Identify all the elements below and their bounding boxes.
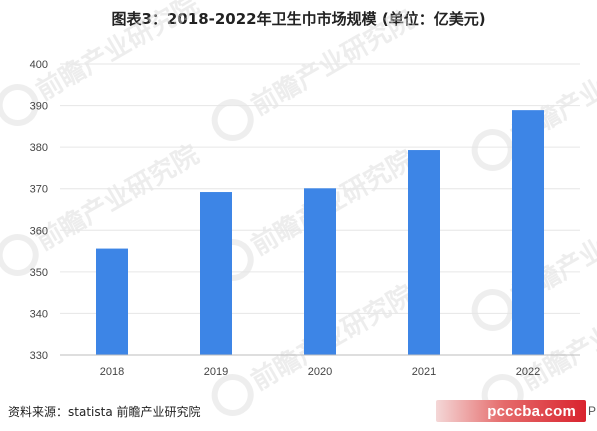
watermark-1: 前瞻产业研究院	[211, 4, 419, 141]
x-tick-label: 2019	[204, 366, 228, 378]
x-tick-label: 2018	[100, 366, 124, 378]
watermark-logo-icon	[211, 99, 254, 141]
bar-2018	[96, 248, 128, 355]
chart-title: 图表3：2018-2022年卫生巾市场规模 (单位：亿美元)	[111, 10, 486, 28]
bar-2020	[304, 188, 336, 355]
source-line: 资料来源：statista 前瞻产业研究院	[8, 403, 201, 420]
watermark-logo-icon	[471, 289, 514, 331]
watermark-text: 前瞻产业研究院	[31, 0, 204, 107]
y-tick-label: 390	[30, 101, 48, 113]
x-tick-label: 2020	[308, 366, 332, 378]
watermark-text: 前瞻产业研究院	[31, 139, 204, 257]
bar-2019	[200, 192, 232, 355]
y-tick-label: 380	[30, 142, 48, 154]
y-tick-label: 370	[30, 184, 48, 196]
x-tick-label: 2021	[412, 366, 436, 378]
bar-2021	[408, 150, 440, 355]
watermark-logo-icon	[0, 84, 39, 126]
y-tick-label: 340	[30, 308, 48, 320]
source-text: statista 前瞻产业研究院	[68, 405, 201, 419]
source-label: 资料来源：	[8, 405, 69, 419]
bar-layer	[96, 110, 544, 355]
y-axis-ticks: 330 340 350 360 370 380 390 400	[30, 59, 48, 362]
y-tick-label: 400	[30, 59, 48, 71]
x-tick-label: 2022	[516, 366, 540, 378]
y-tick-label: 330	[30, 350, 48, 362]
watermark-logo-icon	[0, 234, 39, 276]
y-tick-label: 350	[30, 267, 48, 279]
site-badge[interactable]: pcccba.com	[436, 400, 586, 422]
site-badge-text[interactable]: pcccba.com	[487, 402, 576, 420]
watermark-logo-icon	[211, 374, 254, 416]
watermark-text: 前瞻产业研究院	[246, 4, 419, 122]
y-tick-label: 360	[30, 225, 48, 237]
bar-2022	[512, 110, 544, 355]
watermark-logo-icon	[471, 129, 514, 171]
x-axis-ticks: 2018 2019 2020 2021 2022	[100, 366, 540, 378]
badge-tail-text: P	[588, 404, 597, 418]
